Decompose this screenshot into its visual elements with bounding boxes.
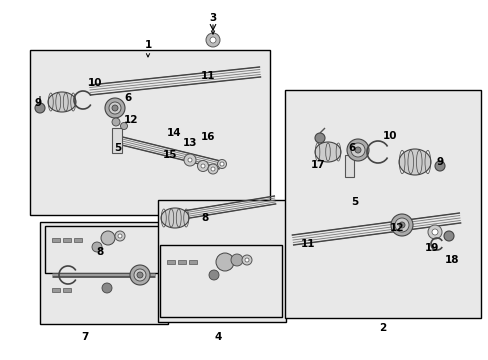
Circle shape — [350, 143, 364, 157]
Circle shape — [394, 218, 408, 232]
Circle shape — [183, 154, 196, 166]
Bar — [30, 50, 269, 215]
Circle shape — [220, 162, 224, 166]
Text: 16: 16 — [201, 132, 215, 142]
Circle shape — [115, 231, 125, 241]
Text: 11: 11 — [300, 239, 315, 249]
Text: 6: 6 — [124, 93, 131, 103]
Circle shape — [242, 255, 251, 265]
Circle shape — [205, 33, 220, 47]
Circle shape — [118, 234, 122, 238]
Circle shape — [112, 105, 118, 111]
Bar — [45, 226, 163, 273]
Text: 14: 14 — [166, 128, 181, 138]
Bar — [345, 155, 353, 177]
Circle shape — [105, 98, 125, 118]
Circle shape — [390, 214, 412, 236]
Bar — [74, 238, 82, 242]
Text: 3: 3 — [209, 13, 216, 23]
Circle shape — [35, 103, 45, 113]
Ellipse shape — [48, 92, 76, 112]
Bar — [167, 260, 175, 264]
Bar — [158, 200, 285, 322]
Ellipse shape — [314, 142, 340, 162]
Text: 10: 10 — [87, 78, 102, 88]
Circle shape — [112, 118, 120, 126]
Circle shape — [427, 225, 441, 239]
Bar — [189, 260, 197, 264]
Text: 13: 13 — [183, 138, 197, 148]
Circle shape — [134, 269, 146, 281]
Text: 19: 19 — [424, 243, 438, 253]
Ellipse shape — [398, 149, 430, 175]
Text: 9: 9 — [436, 157, 443, 167]
Bar — [52, 238, 60, 242]
Circle shape — [209, 37, 216, 43]
Bar — [52, 288, 60, 292]
Circle shape — [230, 254, 243, 266]
Bar — [160, 245, 282, 317]
Text: 8: 8 — [96, 247, 103, 257]
Circle shape — [208, 270, 219, 280]
Ellipse shape — [161, 208, 189, 228]
Circle shape — [120, 122, 127, 130]
Text: 10: 10 — [382, 131, 396, 141]
Text: 2: 2 — [379, 323, 386, 333]
Bar — [40, 222, 168, 324]
Circle shape — [130, 265, 150, 285]
Circle shape — [443, 231, 453, 241]
Circle shape — [434, 161, 444, 171]
Circle shape — [244, 258, 248, 262]
Text: 8: 8 — [201, 213, 208, 223]
Text: 12: 12 — [123, 115, 138, 125]
Circle shape — [217, 159, 226, 168]
Text: 9: 9 — [34, 98, 41, 108]
Bar — [63, 238, 71, 242]
Circle shape — [197, 161, 208, 171]
Circle shape — [102, 283, 112, 293]
Text: 15: 15 — [163, 150, 177, 160]
Bar — [285, 90, 480, 318]
Circle shape — [101, 231, 115, 245]
Bar — [112, 128, 122, 153]
Text: 7: 7 — [81, 332, 88, 342]
Text: 18: 18 — [444, 255, 458, 265]
Circle shape — [398, 222, 404, 228]
Circle shape — [346, 139, 368, 161]
Circle shape — [137, 272, 142, 278]
Circle shape — [431, 229, 437, 235]
Bar — [178, 260, 185, 264]
Text: 4: 4 — [214, 332, 221, 342]
Circle shape — [92, 242, 102, 252]
Text: 5: 5 — [351, 197, 358, 207]
Circle shape — [216, 253, 234, 271]
Text: 6: 6 — [347, 143, 355, 153]
Circle shape — [210, 167, 215, 171]
Text: 5: 5 — [114, 143, 122, 153]
Circle shape — [187, 158, 192, 162]
Text: 1: 1 — [144, 40, 151, 50]
Circle shape — [314, 133, 325, 143]
Circle shape — [354, 147, 360, 153]
Bar — [63, 288, 71, 292]
Text: 12: 12 — [389, 223, 404, 233]
Circle shape — [207, 164, 218, 174]
Text: 17: 17 — [310, 160, 325, 170]
Text: 11: 11 — [201, 71, 215, 81]
Circle shape — [201, 164, 204, 168]
Circle shape — [109, 102, 121, 114]
